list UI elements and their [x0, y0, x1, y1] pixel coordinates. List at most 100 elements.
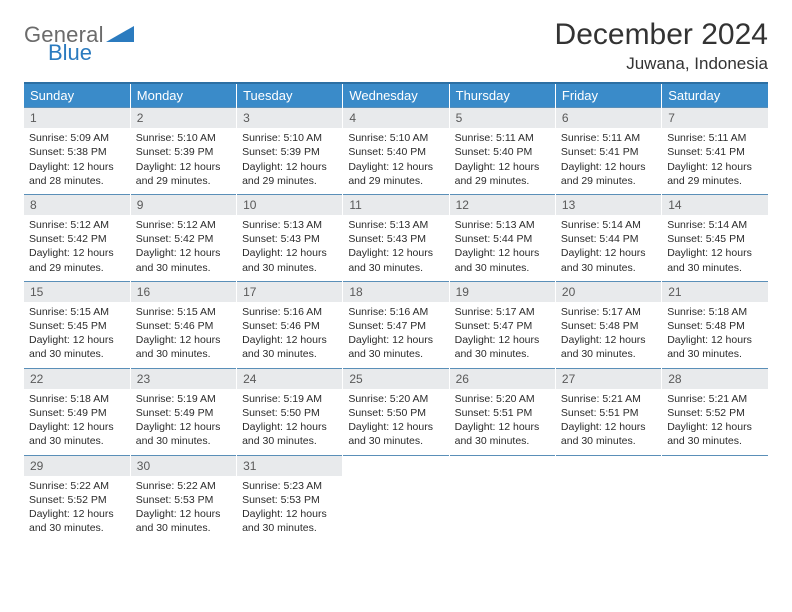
sunrise-line: Sunrise: 5:21 AM [561, 392, 656, 406]
calendar-day-cell: 16Sunrise: 5:15 AMSunset: 5:46 PMDayligh… [130, 281, 236, 368]
calendar-day-cell: 4Sunrise: 5:10 AMSunset: 5:40 PMDaylight… [343, 108, 449, 195]
calendar-day-cell: 19Sunrise: 5:17 AMSunset: 5:47 PMDayligh… [449, 281, 555, 368]
day-body: Sunrise: 5:12 AMSunset: 5:42 PMDaylight:… [131, 215, 236, 281]
daylight-line: Daylight: 12 hours and 29 minutes. [136, 160, 231, 188]
day-body: Sunrise: 5:11 AMSunset: 5:41 PMDaylight:… [556, 128, 661, 194]
sunset-line: Sunset: 5:50 PM [242, 406, 337, 420]
calendar-day-cell: 6Sunrise: 5:11 AMSunset: 5:41 PMDaylight… [555, 108, 661, 195]
day-number: 14 [662, 195, 768, 215]
day-body: Sunrise: 5:17 AMSunset: 5:47 PMDaylight:… [450, 302, 555, 368]
calendar-day-cell [662, 455, 768, 541]
daylight-line: Daylight: 12 hours and 30 minutes. [136, 246, 231, 274]
daylight-line: Daylight: 12 hours and 29 minutes. [242, 160, 337, 188]
calendar-week-row: 8Sunrise: 5:12 AMSunset: 5:42 PMDaylight… [24, 194, 768, 281]
day-number: 31 [237, 456, 342, 476]
day-body: Sunrise: 5:15 AMSunset: 5:46 PMDaylight:… [131, 302, 236, 368]
sunrise-line: Sunrise: 5:10 AM [242, 131, 337, 145]
daylight-line: Daylight: 12 hours and 30 minutes. [561, 333, 656, 361]
day-number: 25 [343, 369, 448, 389]
sunset-line: Sunset: 5:52 PM [667, 406, 763, 420]
sunset-line: Sunset: 5:42 PM [136, 232, 231, 246]
sunset-line: Sunset: 5:52 PM [29, 493, 125, 507]
daylight-line: Daylight: 12 hours and 30 minutes. [242, 507, 337, 535]
day-number: 29 [24, 456, 130, 476]
sunset-line: Sunset: 5:48 PM [667, 319, 763, 333]
sunset-line: Sunset: 5:45 PM [667, 232, 763, 246]
daylight-line: Daylight: 12 hours and 30 minutes. [242, 333, 337, 361]
sunrise-line: Sunrise: 5:10 AM [136, 131, 231, 145]
calendar-day-cell: 21Sunrise: 5:18 AMSunset: 5:48 PMDayligh… [662, 281, 768, 368]
daylight-line: Daylight: 12 hours and 28 minutes. [29, 160, 125, 188]
sunset-line: Sunset: 5:51 PM [455, 406, 550, 420]
calendar-day-cell: 11Sunrise: 5:13 AMSunset: 5:43 PMDayligh… [343, 194, 449, 281]
sunrise-line: Sunrise: 5:13 AM [242, 218, 337, 232]
sunrise-line: Sunrise: 5:23 AM [242, 479, 337, 493]
daylight-line: Daylight: 12 hours and 30 minutes. [455, 333, 550, 361]
sunset-line: Sunset: 5:39 PM [242, 145, 337, 159]
calendar-day-cell: 28Sunrise: 5:21 AMSunset: 5:52 PMDayligh… [662, 368, 768, 455]
calendar-day-cell: 25Sunrise: 5:20 AMSunset: 5:50 PMDayligh… [343, 368, 449, 455]
daylight-line: Daylight: 12 hours and 29 minutes. [29, 246, 125, 274]
calendar-day-cell: 22Sunrise: 5:18 AMSunset: 5:49 PMDayligh… [24, 368, 130, 455]
sunset-line: Sunset: 5:38 PM [29, 145, 125, 159]
daylight-line: Daylight: 12 hours and 30 minutes. [561, 246, 656, 274]
daylight-line: Daylight: 12 hours and 30 minutes. [136, 333, 231, 361]
day-number: 15 [24, 282, 130, 302]
daylight-line: Daylight: 12 hours and 30 minutes. [242, 246, 337, 274]
calendar-day-cell: 9Sunrise: 5:12 AMSunset: 5:42 PMDaylight… [130, 194, 236, 281]
calendar-day-cell: 18Sunrise: 5:16 AMSunset: 5:47 PMDayligh… [343, 281, 449, 368]
day-number: 28 [662, 369, 768, 389]
calendar-day-cell: 13Sunrise: 5:14 AMSunset: 5:44 PMDayligh… [555, 194, 661, 281]
sunrise-line: Sunrise: 5:09 AM [29, 131, 125, 145]
sunrise-line: Sunrise: 5:16 AM [242, 305, 337, 319]
day-body: Sunrise: 5:20 AMSunset: 5:51 PMDaylight:… [450, 389, 555, 455]
sunset-line: Sunset: 5:46 PM [242, 319, 337, 333]
day-number: 6 [556, 108, 661, 128]
sunrise-line: Sunrise: 5:18 AM [667, 305, 763, 319]
calendar-day-cell: 7Sunrise: 5:11 AMSunset: 5:41 PMDaylight… [662, 108, 768, 195]
day-body: Sunrise: 5:21 AMSunset: 5:52 PMDaylight:… [662, 389, 768, 455]
sunset-line: Sunset: 5:40 PM [348, 145, 443, 159]
sunset-line: Sunset: 5:47 PM [455, 319, 550, 333]
daylight-line: Daylight: 12 hours and 30 minutes. [29, 420, 125, 448]
sunrise-line: Sunrise: 5:12 AM [136, 218, 231, 232]
calendar-week-row: 15Sunrise: 5:15 AMSunset: 5:45 PMDayligh… [24, 281, 768, 368]
day-number: 18 [343, 282, 448, 302]
calendar-day-cell: 3 Sunrise: 5:10 AMSunset: 5:39 PMDaylight… [237, 108, 343, 195]
month-title: December 2024 [555, 18, 768, 52]
daylight-line: Daylight: 12 hours and 30 minutes. [455, 420, 550, 448]
sunset-line: Sunset: 5:44 PM [455, 232, 550, 246]
day-body: Sunrise: 5:13 AMSunset: 5:44 PMDaylight:… [450, 215, 555, 281]
sunset-line: Sunset: 5:50 PM [348, 406, 443, 420]
sunrise-line: Sunrise: 5:16 AM [348, 305, 443, 319]
daylight-line: Daylight: 12 hours and 30 minutes. [242, 420, 337, 448]
day-body: Sunrise: 5:19 AMSunset: 5:50 PMDaylight:… [237, 389, 342, 455]
sunrise-line: Sunrise: 5:13 AM [348, 218, 443, 232]
sunset-line: Sunset: 5:41 PM [561, 145, 656, 159]
sunset-line: Sunset: 5:53 PM [136, 493, 231, 507]
calendar-day-cell: 31Sunrise: 5:23 AMSunset: 5:53 PMDayligh… [237, 455, 343, 541]
calendar-day-cell: 15Sunrise: 5:15 AMSunset: 5:45 PMDayligh… [24, 281, 130, 368]
sunrise-line: Sunrise: 5:14 AM [667, 218, 763, 232]
daylight-line: Daylight: 12 hours and 30 minutes. [348, 333, 443, 361]
sunrise-line: Sunrise: 5:15 AM [136, 305, 231, 319]
day-body: Sunrise: 5:11 AMSunset: 5:41 PMDaylight:… [662, 128, 768, 194]
daylight-line: Daylight: 12 hours and 29 minutes. [667, 160, 763, 188]
daylight-line: Daylight: 12 hours and 30 minutes. [667, 420, 763, 448]
calendar-day-cell: 12Sunrise: 5:13 AMSunset: 5:44 PMDayligh… [449, 194, 555, 281]
day-body: Sunrise: 5:10 AMSunset: 5:40 PMDaylight:… [343, 128, 448, 194]
day-number: 20 [556, 282, 661, 302]
daylight-line: Daylight: 12 hours and 30 minutes. [667, 246, 763, 274]
day-number: 11 [343, 195, 448, 215]
day-number: 3 [237, 108, 342, 128]
sunset-line: Sunset: 5:41 PM [667, 145, 763, 159]
day-number: 10 [237, 195, 342, 215]
calendar-week-row: 29Sunrise: 5:22 AMSunset: 5:52 PMDayligh… [24, 455, 768, 541]
calendar-week-row: 1Sunrise: 5:09 AMSunset: 5:38 PMDaylight… [24, 108, 768, 195]
calendar-day-cell: 26Sunrise: 5:20 AMSunset: 5:51 PMDayligh… [449, 368, 555, 455]
title-block: December 2024 Juwana, Indonesia [555, 18, 768, 74]
day-body: Sunrise: 5:12 AMSunset: 5:42 PMDaylight:… [24, 215, 130, 281]
calendar-day-cell: 24Sunrise: 5:19 AMSunset: 5:50 PMDayligh… [237, 368, 343, 455]
calendar-day-cell: 29Sunrise: 5:22 AMSunset: 5:52 PMDayligh… [24, 455, 130, 541]
sunrise-line: Sunrise: 5:10 AM [348, 131, 443, 145]
